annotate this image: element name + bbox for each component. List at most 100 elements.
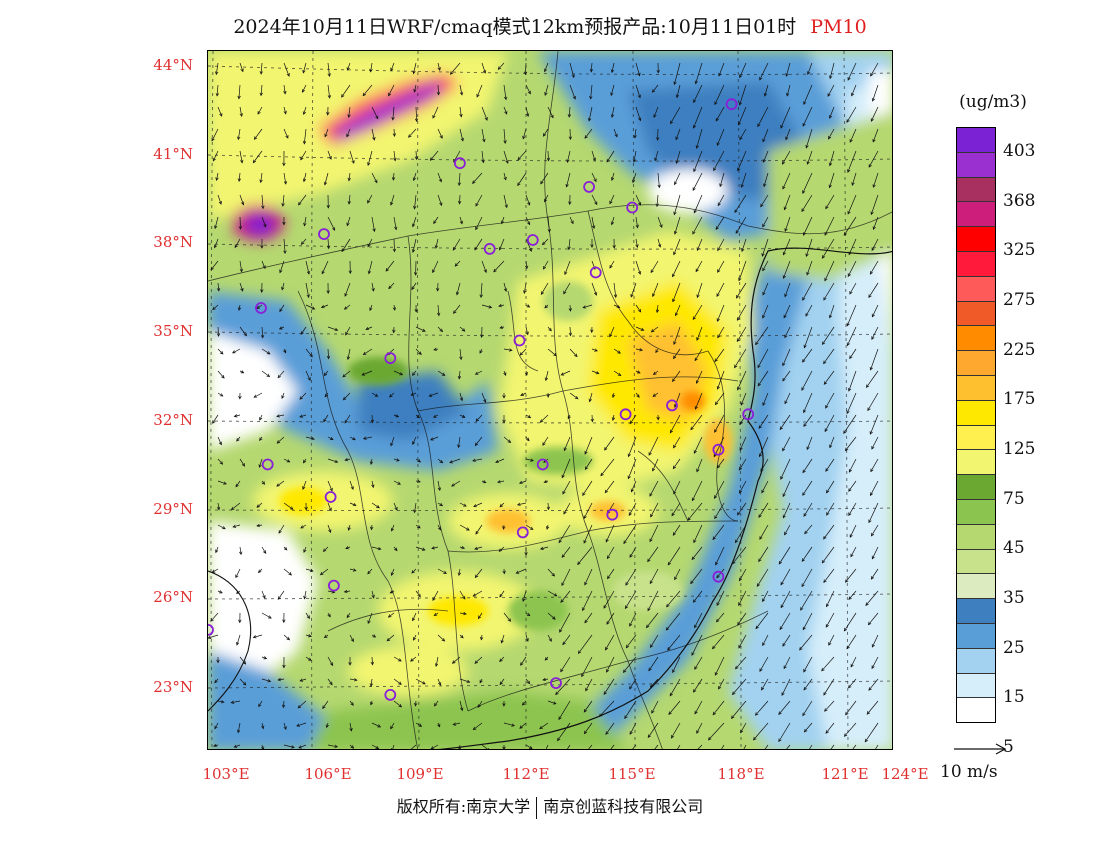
wind-vector [714,480,725,499]
wind-vector [367,150,373,166]
legend-swatch [957,301,995,327]
wind-vector [522,700,527,706]
wind-vector [740,392,747,406]
wind-vector [327,62,331,77]
wind-vector [472,172,483,184]
wind-vector [565,172,571,188]
wind-vector [588,392,593,403]
wind-vector [481,150,485,164]
wind-vector [650,502,659,518]
wind-vector [481,62,487,74]
wind-vector [851,172,857,186]
wind-vector [846,634,857,650]
wind-vector [367,612,373,625]
wind-vector [393,150,397,162]
wind-vector [413,84,417,93]
wind-vector [393,656,402,662]
wind-vector [762,282,769,296]
legend-swatch [957,599,995,624]
wind-vector [712,700,725,716]
wind-vector [299,678,307,682]
wind-vector [654,150,659,162]
wind-vector [412,370,417,376]
wind-vector [326,194,330,209]
wind-vector [802,106,813,127]
wind-vector [215,62,219,76]
wind-vector [670,106,681,125]
wind-vector [870,106,879,122]
wind-vector [583,502,593,520]
wind-vector [673,238,681,256]
wind-vector [344,282,351,297]
wind-vector [598,700,615,718]
wind-vector [349,678,358,682]
wind-vector [569,84,576,100]
wind-vector [801,568,813,588]
wind-vector [437,458,444,464]
latitude-label: 35°N [153,322,193,340]
wind-vector [349,568,357,572]
wind-vector [388,282,395,290]
city-marker [261,458,274,471]
wind-vector [609,194,615,205]
wind-vector [389,392,395,398]
wind-vector [371,546,382,551]
wind-vector [561,568,571,587]
wind-vector [629,414,637,425]
legend-tick-label: 5 [1003,736,1014,757]
wind-vector [437,722,441,728]
wind-vector [239,282,244,292]
wind-vector [848,590,857,600]
wind-vector [477,612,483,620]
wind-vector [362,84,373,97]
wind-vector [327,458,339,464]
wind-vector [327,436,334,440]
legend-tick-label: 35 [1003,587,1025,608]
wind-vector [369,678,373,687]
wind-vector [282,216,286,226]
wind-vector [411,568,417,574]
wind-vector [217,370,225,379]
wind-vector [210,612,219,622]
national-border [208,570,252,712]
longitude-label: 112°E [502,765,550,783]
wind-vector [627,436,637,458]
wind-vector [843,414,857,434]
wind-vector [415,479,421,483]
wind-vector [503,84,508,101]
wind-vector [547,612,556,620]
wind-vector [342,370,351,378]
wind-vector [585,678,593,692]
wind-vector [298,194,307,206]
wind-vector [431,546,439,550]
wind-vector [547,216,551,233]
wind-vector [495,458,505,464]
wind-vector [784,392,791,405]
wind-vector [782,502,791,519]
wind-vector [737,150,747,172]
wind-vector [257,106,263,115]
wind-vector [849,282,857,295]
wind-vector [237,84,241,100]
wind-vector [349,480,354,491]
wind-vector [675,150,681,164]
wind-vector [493,260,505,273]
wind-vector [673,216,681,235]
wind-vector [590,326,594,334]
wind-vector [449,62,461,75]
wind-vector [738,634,747,649]
wind-vector [657,238,662,248]
wind-vector [758,546,769,563]
wind-vector [610,84,615,97]
wind-vector [868,678,879,691]
legend-tick-label: 25 [1003,637,1025,658]
wind-vector [259,84,263,97]
wind-vector [451,480,461,487]
wind-vector [455,282,461,296]
wind-vector [454,260,461,267]
wind-vector [782,150,791,165]
wind-vector [432,106,439,119]
wind-vector [803,722,813,733]
wind-vector [477,700,483,708]
wind-vector [503,194,508,209]
